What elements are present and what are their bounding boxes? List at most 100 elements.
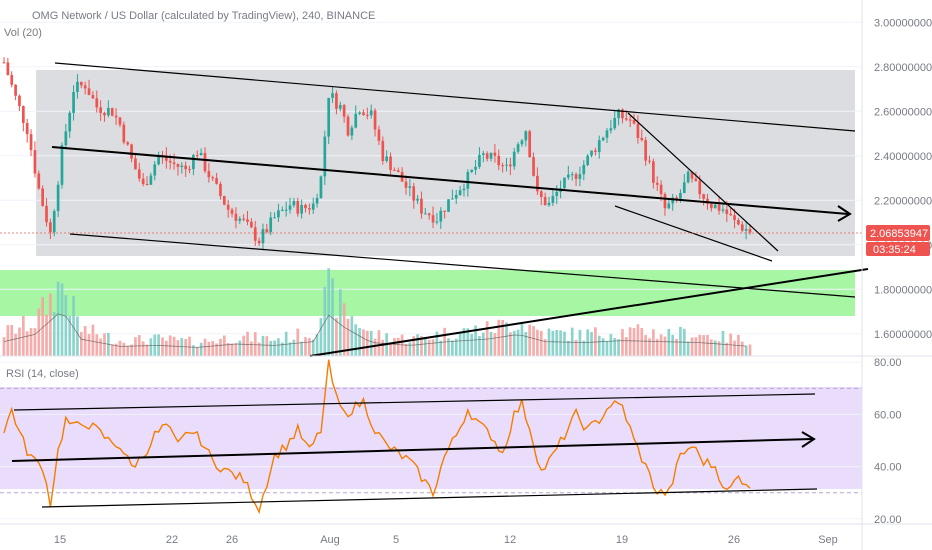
- volume-bar: [269, 340, 273, 356]
- volume-bar: [462, 328, 466, 356]
- volume-bar: [400, 334, 404, 356]
- volume-bar: [601, 338, 605, 356]
- candle: [369, 104, 373, 119]
- volume-bar: [574, 339, 578, 356]
- current-price-value: 2.06853947: [870, 228, 928, 240]
- candle: [536, 167, 539, 195]
- volume-bar: [679, 326, 682, 356]
- candle: [381, 136, 385, 165]
- rsi-axis[interactable]: 20.00 40.00 60.00 80.00: [874, 357, 902, 526]
- volume-bar: [21, 315, 25, 356]
- candle: [586, 154, 590, 167]
- price-tick-label: 2.80000000: [874, 62, 932, 74]
- candle: [304, 203, 307, 213]
- volume-bar: [493, 333, 497, 356]
- volume-bar: [122, 342, 126, 356]
- candle: [192, 153, 195, 176]
- volume-bar: [489, 331, 493, 356]
- candle: [702, 193, 705, 206]
- candle: [68, 110, 72, 138]
- volume-bar: [56, 281, 60, 356]
- rsi-tick-label: 80.00: [874, 357, 902, 369]
- candle: [18, 94, 21, 111]
- candle: [396, 167, 400, 173]
- candle: [315, 193, 319, 208]
- volume-bar: [512, 330, 516, 356]
- candle: [663, 192, 667, 216]
- volume-ma-line: [3, 313, 747, 348]
- candle: [37, 170, 41, 190]
- candle: [358, 111, 361, 116]
- volume-bar: [663, 336, 667, 356]
- volume-label: Vol (20): [4, 27, 42, 39]
- candle: [462, 183, 466, 197]
- volume-bar: [389, 342, 392, 356]
- candle: [188, 165, 191, 174]
- candle: [79, 81, 83, 89]
- volume-bar: [342, 303, 346, 356]
- volume-bar: [536, 329, 539, 356]
- candle: [253, 220, 257, 246]
- candle: [648, 155, 651, 164]
- candle: [280, 206, 284, 212]
- candle: [713, 203, 717, 209]
- volume-bar: [478, 335, 481, 356]
- candle: [238, 216, 242, 224]
- volume-bar: [91, 324, 95, 356]
- candle: [605, 128, 609, 144]
- volume-bar: [72, 295, 75, 356]
- volume-bar: [543, 339, 547, 356]
- candle: [362, 109, 365, 116]
- volume-bar: [199, 342, 203, 356]
- volume-bar: [373, 338, 377, 356]
- volume-bar: [14, 333, 17, 356]
- candle: [103, 111, 106, 122]
- candle: [613, 110, 617, 131]
- volume-bars: [2, 268, 752, 356]
- candle: [149, 172, 153, 186]
- volume-bar: [192, 345, 195, 356]
- volume-bar: [242, 335, 245, 356]
- candle: [729, 207, 733, 216]
- candle: [373, 108, 377, 137]
- grid-lines: [0, 21, 862, 520]
- time-tick-label: Sep: [818, 534, 838, 546]
- time-axis[interactable]: 15 22 26 Aug 5 12 19 26 Sep: [54, 534, 838, 546]
- volume-bar: [702, 335, 705, 356]
- volume-bar: [431, 339, 435, 356]
- price-axis[interactable]: 1.600000001.800000002.000000002.20000000…: [874, 17, 932, 341]
- candle: [118, 116, 122, 128]
- candle: [257, 237, 261, 247]
- rsi-mid-arrowhead: [801, 431, 816, 448]
- volume-bar: [381, 339, 385, 356]
- volume-bar: [447, 338, 450, 356]
- volume-bar: [621, 329, 624, 356]
- volume-bar: [396, 337, 400, 356]
- candle: [126, 141, 130, 146]
- candle: [512, 147, 516, 170]
- candle: [686, 170, 690, 184]
- rsi-lower-line: [41, 488, 818, 508]
- candle: [14, 84, 17, 101]
- volume-bar: [358, 327, 361, 356]
- rsi-upper-line: [13, 393, 816, 411]
- volume-bar: [590, 332, 593, 356]
- candle: [594, 147, 597, 156]
- candle: [338, 101, 342, 112]
- volume-bar: [79, 331, 83, 356]
- candle: [141, 172, 145, 187]
- volume-bar: [335, 317, 338, 356]
- volume-bar: [130, 344, 133, 356]
- volume-bar: [748, 344, 752, 356]
- volume-bar: [632, 328, 636, 356]
- volume-bar: [37, 308, 41, 356]
- volume-bar: [725, 342, 729, 356]
- price-tick-label: 2.60000000: [874, 106, 932, 118]
- candle: [346, 114, 350, 137]
- volume-bar: [145, 344, 149, 356]
- volume-bar: [582, 340, 586, 356]
- candle: [501, 162, 504, 173]
- time-tick-label: 26: [728, 534, 740, 546]
- price-tick-label: 1.60000000: [874, 329, 932, 341]
